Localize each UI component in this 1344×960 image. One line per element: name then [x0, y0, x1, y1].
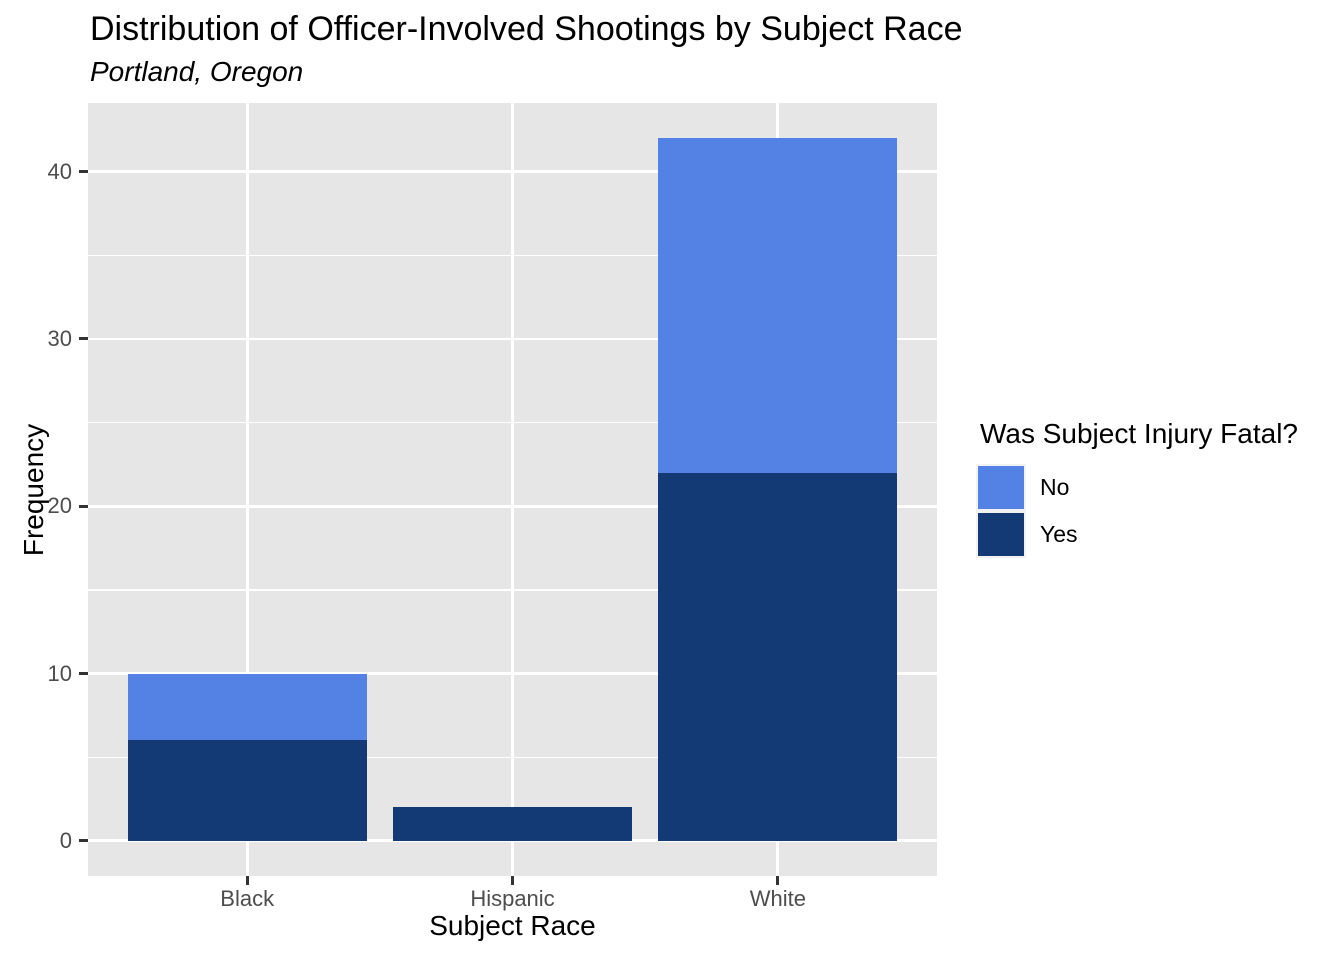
y-tick-mark-30 [79, 337, 88, 341]
gridline-major-x-Hispanic [511, 103, 514, 876]
x-tick-mark-hispanic [511, 876, 514, 885]
chart-subtitle: Portland, Oregon [90, 56, 304, 87]
x-axis-title: Subject Race [429, 910, 596, 941]
legend-items: No Yes [976, 464, 1338, 558]
y-tick-label-30: 30 [47, 325, 72, 351]
plot-panel [88, 103, 937, 876]
bar-segment-black-yes [127, 740, 367, 841]
legend-swatch-no [976, 464, 1026, 511]
bar-segment-hispanic-yes [393, 807, 632, 841]
bar-segment-white-no [658, 138, 898, 473]
y-tick-mark-10 [79, 672, 88, 676]
gridline-major-x-Black [245, 103, 249, 876]
x-tick-label-black: Black [220, 886, 275, 911]
x-tick-label-hispanic: Hispanic [470, 886, 555, 911]
x-tick-label-white: White [749, 886, 806, 911]
x-tick-mark-black [245, 876, 249, 885]
y-tick-label-20: 20 [47, 493, 72, 519]
y-tick-label-10: 10 [47, 660, 72, 686]
legend-swatch-yes [976, 511, 1026, 558]
legend-title: Was Subject Injury Fatal? [980, 418, 1298, 449]
y-tick-label-40: 40 [47, 158, 72, 184]
legend-label-no: No [1040, 474, 1070, 500]
legend-label-yes: Yes [1040, 521, 1078, 547]
x-tick-mark-white [776, 876, 780, 885]
bar-segment-white-yes [658, 472, 898, 841]
y-tick-mark-40 [79, 170, 88, 174]
legend: Was Subject Injury Fatal? No Yes [976, 418, 1338, 560]
y-axis-title: Frequency [18, 423, 49, 557]
y-tick-mark-20 [79, 504, 88, 508]
legend-item-yes: Yes [976, 511, 1338, 558]
bar-segment-black-no [127, 673, 367, 741]
y-tick-mark-0 [79, 839, 88, 843]
chart-title: Distribution of Officer-Involved Shootin… [90, 10, 963, 48]
legend-item-no: No [976, 464, 1338, 511]
y-tick-label-0: 0 [59, 827, 72, 853]
